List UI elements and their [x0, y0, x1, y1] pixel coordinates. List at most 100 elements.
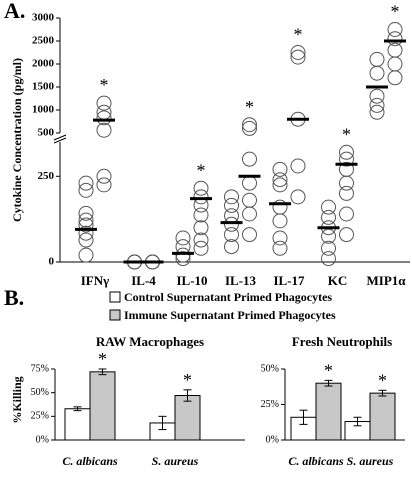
data-point: [78, 232, 94, 248]
data-point: [175, 251, 191, 267]
data-point: [369, 104, 385, 120]
error-bar: [378, 389, 387, 397]
data-point: [339, 151, 354, 167]
data-point: [387, 31, 403, 47]
data-point: [321, 251, 336, 267]
data-point: [242, 120, 257, 136]
y-tick-label: 250: [38, 170, 55, 182]
error-bar: [353, 416, 362, 427]
significance-star: *: [183, 370, 192, 390]
y-tick-label: 25%: [31, 411, 49, 422]
x-tick-label: IL-17: [273, 273, 305, 288]
y-tick-label: 50%: [261, 363, 279, 374]
x-tick-label: S. aureus: [152, 454, 199, 468]
data-point: [96, 110, 112, 126]
significance-star: *: [197, 160, 206, 180]
significance-star: *: [378, 370, 387, 390]
data-point: [96, 177, 112, 193]
y-tick-label: 1500: [32, 81, 55, 93]
bar: [369, 392, 396, 441]
data-point: [387, 70, 403, 86]
data-point: [78, 205, 94, 221]
data-point: [224, 189, 239, 205]
data-point: [78, 217, 94, 233]
significance-star: *: [324, 360, 333, 380]
data-point: [224, 239, 239, 255]
y-tick-label: 25%: [261, 399, 279, 410]
data-point: [193, 189, 209, 205]
data-point: [242, 151, 257, 167]
data-point: [290, 189, 306, 205]
data-point: [339, 185, 354, 201]
significance-star: *: [245, 97, 254, 117]
data-point: [339, 144, 354, 160]
data-point: [387, 56, 403, 72]
x-tick-label: C. albicans: [62, 454, 118, 468]
data-point: [290, 45, 306, 60]
data-point: [78, 247, 94, 263]
x-tick-label: S. aureus: [347, 454, 394, 468]
x-tick-label: IL-13: [225, 273, 257, 288]
data-point: [339, 206, 354, 222]
data-point: [242, 227, 257, 243]
bar: [64, 408, 91, 441]
axis-break: [53, 134, 67, 141]
y-tick-label: 3000: [32, 12, 55, 24]
data-point: [193, 180, 209, 196]
legend-label: Immune Supernatant Primed Phagocytes: [124, 308, 336, 322]
data-point: [387, 22, 403, 37]
y-axis-label: Cytokine Concentration (pg/ml): [10, 58, 24, 222]
x-tick-label: MIP1α: [366, 273, 406, 288]
significance-star: *: [342, 124, 351, 144]
significance-star: *: [100, 75, 109, 95]
significance-star: *: [98, 349, 107, 369]
data-point: [272, 177, 288, 193]
x-tick-label: IFNγ: [81, 273, 109, 288]
data-point: [96, 168, 112, 184]
data-point: [272, 230, 288, 246]
data-point: [272, 213, 288, 229]
data-point: [78, 212, 94, 228]
error-bar: [299, 409, 308, 425]
significance-star: *: [391, 2, 400, 22]
data-point: [96, 122, 112, 138]
x-tick-label: C. albicans: [288, 454, 344, 468]
data-point: [321, 228, 336, 244]
data-point: [224, 227, 239, 243]
data-point: [193, 232, 209, 248]
axis-break: [53, 137, 67, 144]
bar: [174, 395, 201, 441]
error-bar: [324, 379, 333, 387]
bar: [315, 382, 342, 441]
y-tick-label: 1000: [32, 104, 55, 116]
legend-swatch: [109, 291, 121, 303]
data-point: [290, 158, 306, 174]
data-point: [242, 117, 257, 133]
data-point: [193, 240, 209, 256]
data-point: [369, 88, 385, 104]
chart-title: RAW Macrophages: [96, 334, 204, 349]
x-tick-label: IL-4: [131, 273, 156, 288]
data-point: [78, 175, 94, 191]
significance-star: *: [294, 25, 303, 45]
legend-swatch: [109, 309, 121, 321]
y-tick-label: 2500: [32, 35, 55, 47]
data-point: [224, 216, 239, 232]
data-point: [224, 197, 239, 213]
data-point: [387, 42, 403, 58]
data-point: [175, 230, 191, 246]
y-tick-label: 75%: [31, 363, 49, 374]
y-tick-label: 50%: [31, 387, 49, 398]
data-point: [242, 175, 257, 191]
data-point: [369, 51, 385, 67]
data-point: [78, 225, 94, 241]
error-bar: [98, 368, 107, 376]
data-point: [321, 209, 336, 225]
data-point: [242, 192, 257, 208]
y-tick-label: 0%: [266, 434, 279, 445]
data-point: [193, 207, 209, 223]
y-tick-label: 0%: [36, 434, 49, 445]
error-bar: [73, 406, 82, 412]
y-tick-label: 500: [38, 127, 55, 139]
